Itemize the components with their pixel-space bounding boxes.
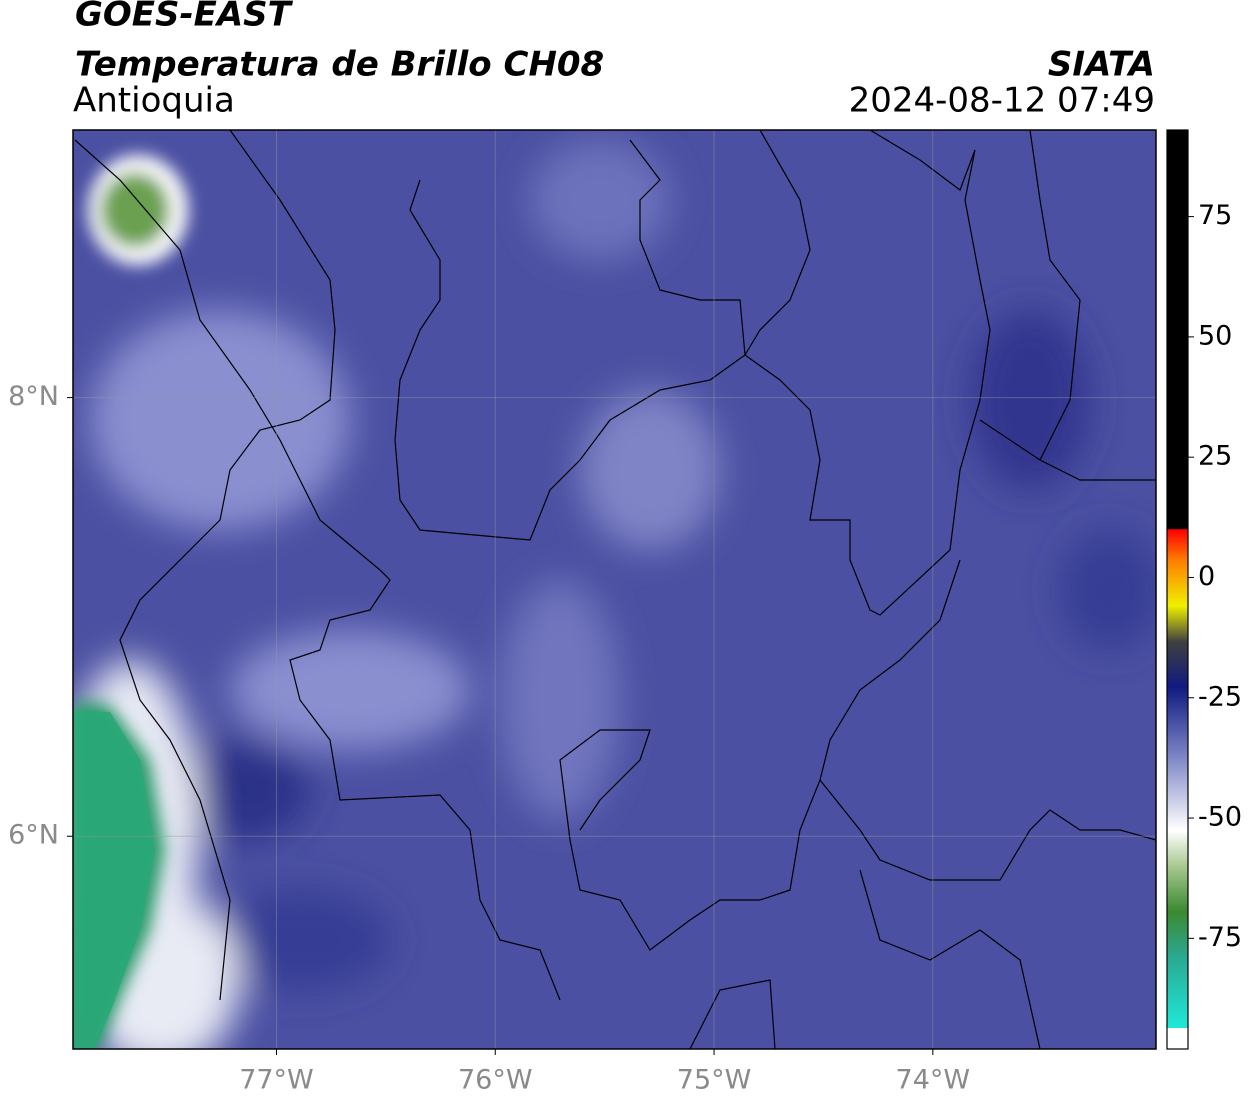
lon-tick-label: 77°W [239, 1065, 314, 1096]
lon-tick-label: 75°W [677, 1065, 752, 1096]
title: GOES-EAST [75, 0, 294, 35]
colorbar-tick-label: 0 [1198, 561, 1215, 592]
subtitle: Temperatura de Brillo CH08 [75, 45, 604, 85]
lon-tick-label: 74°W [896, 1065, 971, 1096]
colorbar-under [1167, 1028, 1188, 1049]
region: Antioquia [73, 81, 235, 121]
satellite-image [73, 130, 1156, 1049]
lat-tick-label: 6°N [8, 820, 59, 851]
borders [74, 130, 1156, 1049]
colorbar-tick-label: 50 [1198, 320, 1232, 351]
timestamp: 2024-08-12 07:49 [849, 81, 1155, 121]
colorbar-tick-label: 75 [1198, 200, 1232, 231]
colorbar-tick-label: -25 [1198, 681, 1242, 712]
lon-tick-label: 76°W [458, 1065, 533, 1096]
colorbar-tick-label: -50 [1198, 802, 1242, 833]
colorbar-tick-label: 25 [1198, 441, 1232, 472]
colorbar-tick-label: -75 [1198, 922, 1242, 953]
colorbar-frame [1166, 129, 1189, 1050]
source: SIATA [1048, 45, 1155, 85]
lat-tick-label: 8°N [8, 381, 59, 412]
map-frame [72, 129, 1157, 1050]
colorbar [1167, 130, 1188, 1028]
